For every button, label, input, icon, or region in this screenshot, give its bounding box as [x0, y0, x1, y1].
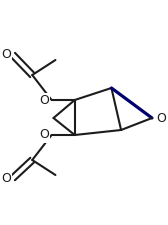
- Text: O: O: [156, 112, 166, 124]
- Text: O: O: [1, 49, 11, 61]
- Text: O: O: [1, 171, 11, 184]
- Text: O: O: [39, 94, 49, 106]
- Text: O: O: [39, 128, 49, 142]
